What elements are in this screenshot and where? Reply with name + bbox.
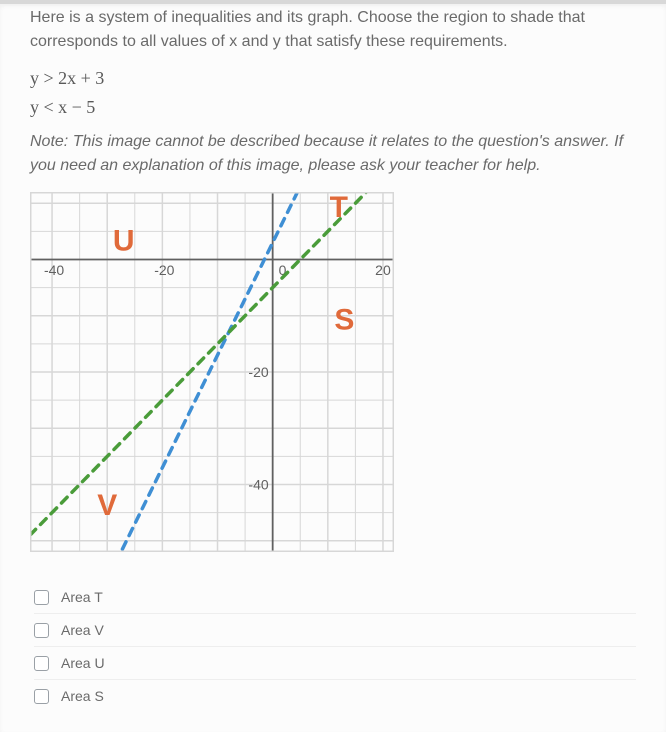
inequality-2: y < x − 5 xyxy=(30,97,636,118)
choice-label: Area S xyxy=(61,688,104,704)
choice-area-v[interactable]: Area V xyxy=(34,614,636,647)
choice-area-t[interactable]: Area T xyxy=(34,581,636,614)
svg-text:-20: -20 xyxy=(154,262,174,278)
checkbox-icon xyxy=(34,689,49,704)
choice-label: Area U xyxy=(61,655,105,671)
svg-text:S: S xyxy=(334,303,354,336)
choice-label: Area V xyxy=(61,622,104,638)
checkbox-icon xyxy=(34,623,49,638)
question-prompt: Here is a system of inequalities and its… xyxy=(30,6,636,54)
checkbox-icon xyxy=(34,590,49,605)
worksheet-page: Here is a system of inequalities and its… xyxy=(0,0,666,732)
choice-label: Area T xyxy=(61,589,103,605)
choice-area-u[interactable]: Area U xyxy=(34,647,636,680)
inequality-1: y > 2x + 3 xyxy=(30,68,636,89)
answer-choices: Area T Area V Area U Area S xyxy=(30,581,636,712)
svg-text:T: T xyxy=(330,192,348,224)
image-note: Note: This image cannot be described bec… xyxy=(30,130,636,178)
coordinate-graph: -40-20020-40-20TUSV xyxy=(30,192,636,557)
svg-text:U: U xyxy=(113,225,135,258)
svg-text:20: 20 xyxy=(375,262,391,278)
svg-text:-40: -40 xyxy=(44,262,64,278)
graph-svg: -40-20020-40-20TUSV xyxy=(30,192,394,552)
checkbox-icon xyxy=(34,656,49,671)
svg-text:-40: -40 xyxy=(248,477,268,493)
choice-area-s[interactable]: Area S xyxy=(34,680,636,712)
svg-text:-20: -20 xyxy=(248,364,268,380)
svg-text:V: V xyxy=(97,489,117,522)
